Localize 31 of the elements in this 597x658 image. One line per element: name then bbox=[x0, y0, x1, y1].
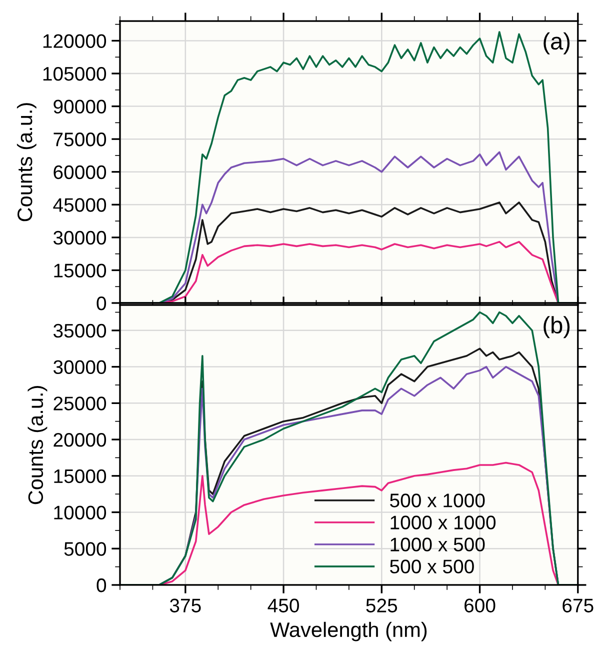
y-tick-label: 75000 bbox=[54, 132, 106, 146]
x-tick-label: 675 bbox=[562, 598, 594, 612]
y-axis-title: Counts (a.u.) bbox=[16, 103, 36, 222]
legend-label: 1000 x 1000 bbox=[390, 516, 496, 530]
annotation: (b) bbox=[544, 316, 570, 338]
y-tick-label: 15000 bbox=[54, 469, 106, 484]
legend-label: 1000 x 500 bbox=[390, 538, 485, 552]
y-tick-label: 20000 bbox=[54, 432, 106, 447]
y-tick-label: 105000 bbox=[43, 66, 106, 81]
x-tick-label: 375 bbox=[170, 598, 201, 612]
y-tick-label: 60000 bbox=[54, 165, 106, 180]
y-tick-label: 0 bbox=[96, 296, 106, 310]
y-tick-label: 30000 bbox=[53, 230, 106, 245]
y-tick-label: 35000 bbox=[53, 324, 106, 338]
y-tick-label: 45000 bbox=[53, 198, 106, 212]
y-axis-title: Counts (a.u.) bbox=[28, 386, 48, 504]
y-tick-label: 30000 bbox=[53, 360, 106, 374]
y-tick-label: 0 bbox=[96, 578, 106, 592]
y-tick-label: 90000 bbox=[54, 100, 106, 114]
y-tick-label: 25000 bbox=[54, 396, 106, 410]
legend-label: 500 x 1000 bbox=[390, 494, 485, 508]
annotation: (a) bbox=[544, 32, 570, 54]
y-tick-label: 15000 bbox=[54, 264, 106, 278]
x-tick-label: 450 bbox=[268, 598, 299, 612]
x-tick-label: 525 bbox=[366, 598, 398, 612]
x-axis-title: Wavelength (nm) bbox=[270, 622, 427, 642]
y-tick-label: 120000 bbox=[43, 34, 106, 48]
y-tick-label: 5000 bbox=[64, 542, 106, 556]
x-tick-label: 600 bbox=[464, 598, 496, 612]
y-tick-label: 10000 bbox=[54, 506, 106, 520]
legend-label: 500 x 500 bbox=[390, 560, 474, 574]
